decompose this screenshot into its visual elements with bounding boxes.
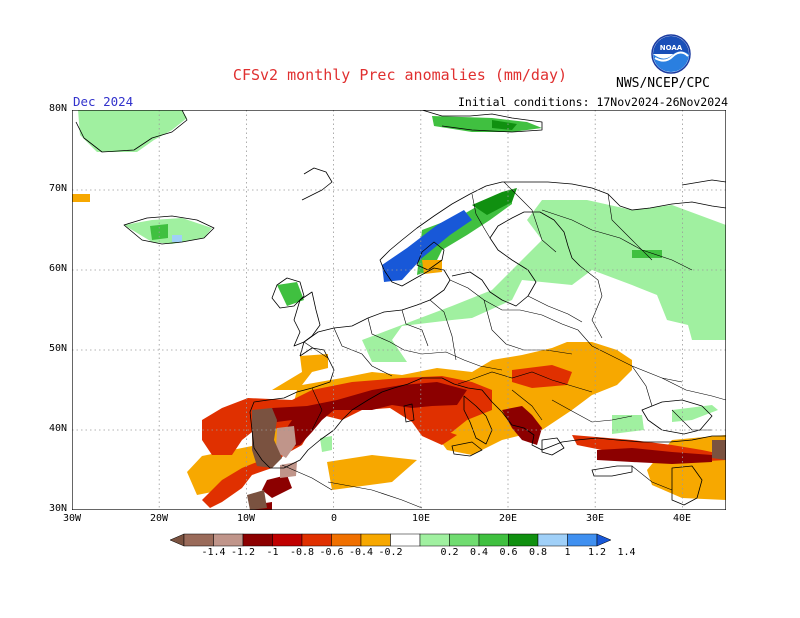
lat-label-80n: 80N [48,103,67,114]
colorbar-tick-label: 0.2 [440,547,459,558]
lon-label-10w: 10W [236,513,256,524]
anomaly-shading [72,110,726,510]
colorbar-segment [360,533,391,547]
colorbar-segment [183,533,214,547]
colorbar-segment-left-arrow [170,533,185,547]
anomaly-map [72,110,726,510]
colorbar-tick-label: 0.8 [528,547,548,558]
colorbar-tick-label: 0.6 [499,547,518,558]
colorbar-tick-label: -0.4 [348,547,374,558]
colorbar-segment [331,533,362,547]
colorbar-segment [242,533,273,547]
lon-label-30w: 30W [62,513,82,524]
graticule [72,110,726,510]
colorbar-tick-label: -0.2 [378,547,403,558]
lat-label-30n: 30N [48,503,67,514]
lon-label-0: 0 [330,513,338,524]
colorbar-tick-label: -1.2 [230,547,256,558]
colorbar-segment [508,533,539,547]
valid-month-label: Dec 2024 [73,94,134,109]
lon-label-30e: 30E [585,513,605,524]
lon-label-40e: 40E [672,513,692,524]
colorbar-tick-label: -1.4 [201,547,226,558]
colorbar-segment [567,533,598,547]
initial-conditions-label: Initial conditions: 17Nov2024-26Nov2024 [457,95,728,109]
lat-label-50n: 50N [48,343,67,354]
colorbar-segment [301,533,332,547]
colorbar-tick-label: 1.2 [587,547,607,558]
colorbar-tick-label: -1 [266,547,279,558]
colorbar-tick-label: 1.4 [617,547,636,558]
lon-label-20e: 20E [498,513,518,524]
lat-label-70n: 70N [48,183,67,194]
colorbar-segment [449,533,480,547]
logo-text: NOAA [660,44,683,52]
colorbar-tick-label: -0.6 [319,547,344,558]
colorbar-segment [419,533,450,547]
lat-label-40n: 40N [48,423,67,434]
wet-strong-anomaly-regions [472,120,517,215]
colorbar-segment [213,533,244,547]
colorbar-tick-label: -0.8 [289,547,315,558]
colorbar-segment [537,533,568,547]
lon-label-10e: 10E [411,513,431,524]
wet-light-blue-anomaly-regions [172,235,182,242]
noaa-logo-icon: NOAA [651,34,691,74]
country-borders [281,181,726,509]
lon-label-20w: 20W [149,513,169,524]
colorbar-tick-label: 0.4 [469,547,489,558]
agency-label: NWS/NCEP/CPC [616,76,710,91]
wet-very-strong-anomaly-regions [382,210,472,282]
colorbar-segment-right-arrow [596,533,612,547]
lat-label-60n: 60N [48,263,67,274]
dry-strong-anomaly-regions [252,382,712,510]
map-title: CFSv2 monthly Prec anomalies (mm/day) [232,66,568,84]
coastlines [75,110,726,506]
wet-weak-anomaly-regions [78,110,726,452]
colorbar-segment [478,533,509,547]
colorbar-segment [272,533,303,547]
dry-extreme-anomaly-regions [247,408,726,510]
colorbar [170,533,612,547]
colorbar-tick-label: 1 [564,547,571,558]
colorbar-segment [390,533,421,547]
